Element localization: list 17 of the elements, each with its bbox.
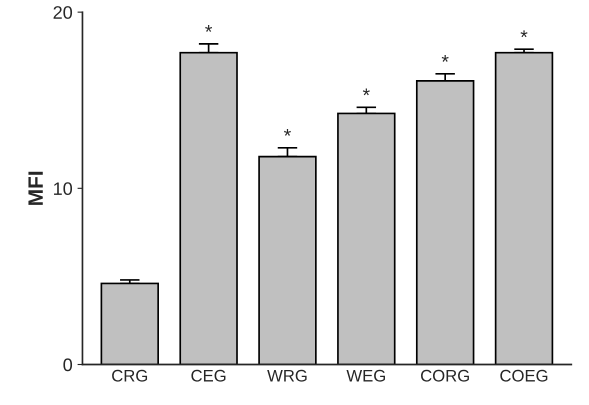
- annotation: *: [205, 25, 212, 32]
- annotation: *: [520, 30, 528, 38]
- x-tick-label: CEG: [191, 370, 226, 382]
- x-tick-label: WRG: [267, 370, 307, 382]
- x-tick-label: COEG: [500, 370, 548, 382]
- x-tick-label: CORG: [421, 370, 469, 382]
- x-tick-label: CRG: [112, 370, 148, 382]
- y-tick-label: 10: [54, 182, 72, 196]
- annotation: *: [442, 55, 449, 62]
- y-tick-label: 0: [63, 358, 72, 372]
- bar: [100, 282, 159, 364]
- annotation: *: [284, 129, 291, 136]
- x-tick-label: WEG: [346, 370, 385, 382]
- annotation: *: [362, 88, 370, 96]
- y-axis-title: MFI: [28, 172, 43, 205]
- y-tick-label: 20: [54, 6, 72, 19]
- bar: [494, 52, 554, 364]
